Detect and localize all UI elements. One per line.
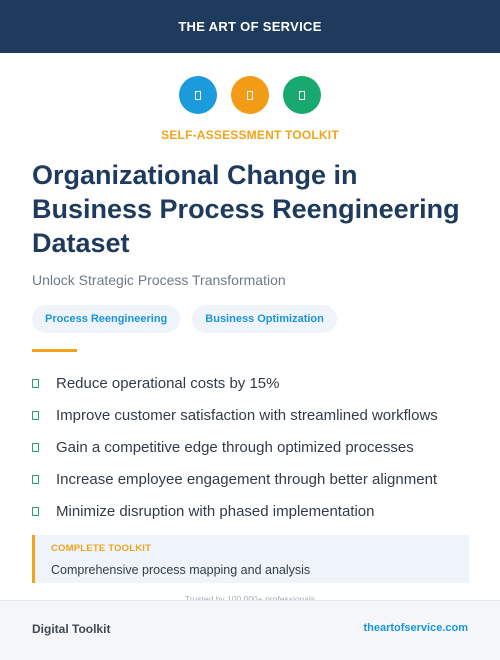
tag-process-reengineering: Process Reengineering [32, 305, 181, 333]
subtitle: Unlock Strategic Process Transformation [32, 272, 286, 288]
accent-divider [32, 349, 77, 352]
document-icon [283, 76, 321, 114]
check-icon [32, 410, 39, 420]
callout-text: Comprehensive process mapping and analys… [51, 563, 311, 577]
kicker-label: SELF-ASSESSMENT TOOLKIT [161, 128, 339, 142]
list-item: Increase employee engagement through bet… [32, 463, 438, 495]
toolkit-callout: COMPLETE TOOLKIT Comprehensive process m… [32, 535, 469, 583]
document-icon [179, 76, 217, 114]
footer: Digital Toolkit theartofservice.com [0, 600, 500, 660]
page-title: Organizational Change in Business Proces… [32, 160, 460, 258]
check-icon [32, 474, 39, 484]
list-item: Gain a competitive edge through optimize… [32, 431, 438, 463]
tag-list: Process Reengineering Business Optimizat… [32, 305, 337, 333]
header-bar: THE ART OF SERVICE [0, 0, 500, 53]
benefit-list: Reduce operational costs by 15% Improve … [32, 367, 438, 527]
list-item: Reduce operational costs by 15% [32, 367, 438, 399]
document-icon [231, 76, 269, 114]
trust-note: Trusted by 100,000+ professionals [184, 594, 316, 604]
callout-label: COMPLETE TOOLKIT [51, 543, 152, 554]
benefit-text: Improve customer satisfaction with strea… [56, 406, 438, 424]
brand-name: THE ART OF SERVICE [178, 19, 322, 34]
check-icon [32, 378, 39, 388]
icon-row [0, 76, 500, 114]
footer-website-link[interactable]: theartofservice.com [363, 622, 468, 634]
benefit-text: Reduce operational costs by 15% [56, 374, 280, 392]
benefit-text: Minimize disruption with phased implemen… [56, 502, 375, 520]
tag-business-optimization: Business Optimization [192, 305, 337, 333]
check-icon [32, 442, 39, 452]
check-icon [32, 506, 39, 516]
benefit-text: Increase employee engagement through bet… [56, 470, 438, 488]
benefit-text: Gain a competitive edge through optimize… [56, 438, 414, 456]
list-item: Improve customer satisfaction with strea… [32, 399, 438, 431]
footer-product-label: Digital Toolkit [32, 622, 111, 636]
list-item: Minimize disruption with phased implemen… [32, 495, 438, 527]
